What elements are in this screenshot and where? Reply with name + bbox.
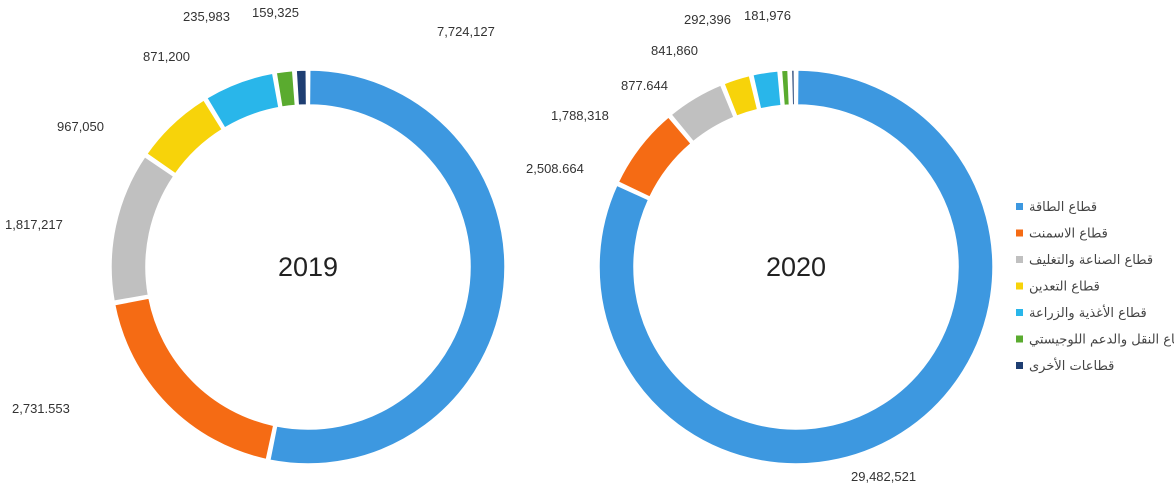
legend-label-1: قطاع الطاقة xyxy=(1029,200,1097,215)
legend-label-4: قطاع التعدين xyxy=(1029,280,1100,295)
donut-2020: 29,482,521 2,508.664 1,788,318 877.644 841,8… xyxy=(526,8,994,484)
center-label-2019: 2019 xyxy=(278,252,338,282)
legend-label-3: قطاع الصناعة والتغليف xyxy=(1029,253,1153,268)
data-label-2019-1: 7,724,127 xyxy=(437,24,495,39)
slice-2020-2 xyxy=(617,115,693,199)
data-label-2020-5: 841,860 xyxy=(651,43,698,58)
data-label-2020-2: 2,508.664 xyxy=(526,161,584,176)
slice-2020-5 xyxy=(751,70,783,110)
slice-2020-3 xyxy=(670,83,736,143)
data-label-2019-7: 159,325 xyxy=(252,5,299,20)
slice-2020-7 xyxy=(790,69,796,106)
data-label-2019-6: 235,983 xyxy=(183,9,230,24)
legend-label-6: قطاع النقل والدعم اللوجيستي xyxy=(1029,333,1174,348)
slice-2020-1 xyxy=(598,69,994,465)
data-label-2019-4: 967,050 xyxy=(57,119,104,134)
slice-2019-4 xyxy=(145,98,224,175)
slice-2019-6 xyxy=(275,69,297,108)
legend-swatch-7 xyxy=(1016,362,1023,369)
data-label-2019-2: 2,731.553 xyxy=(12,401,70,416)
slice-2019-3 xyxy=(110,155,175,303)
legend-swatch-6 xyxy=(1016,335,1023,343)
slice-2019-7 xyxy=(295,69,308,107)
legend: قطاع الطاقة قطاع الاسمنت قطاع الصناعة والت… xyxy=(1016,200,1174,374)
slice-2020-4 xyxy=(722,74,759,118)
slice-2020-6 xyxy=(780,69,791,107)
center-label-2020: 2020 xyxy=(766,252,826,282)
donut-2019: 7,724,127 2,731.553 1,817,217 967,050 871,20… xyxy=(5,5,506,465)
data-label-2020-6: 292,396 xyxy=(684,12,731,27)
legend-swatch-2 xyxy=(1016,229,1023,237)
slice-2019-5 xyxy=(205,72,280,130)
data-label-2020-3: 1,788,318 xyxy=(551,108,609,123)
legend-swatch-4 xyxy=(1016,282,1023,290)
legend-swatch-3 xyxy=(1016,256,1023,263)
data-label-2020-1: 29,482,521 xyxy=(851,469,916,484)
data-label-2020-7: 181,976 xyxy=(744,8,791,23)
legend-swatch-1 xyxy=(1016,203,1023,210)
slice-2019-2 xyxy=(113,297,275,461)
data-label-2019-5: 871,200 xyxy=(143,49,190,64)
legend-label-7: قطاعات الأخرى xyxy=(1029,357,1114,374)
slice-2019-1 xyxy=(268,69,506,465)
legend-swatch-5 xyxy=(1016,309,1023,316)
legend-label-2: قطاع الاسمنت xyxy=(1029,227,1108,242)
data-label-2019-3: 1,817,217 xyxy=(5,217,63,232)
data-label-2020-4: 877.644 xyxy=(621,78,668,93)
legend-label-5: قطاع الأغذية والزراعة xyxy=(1029,304,1147,321)
